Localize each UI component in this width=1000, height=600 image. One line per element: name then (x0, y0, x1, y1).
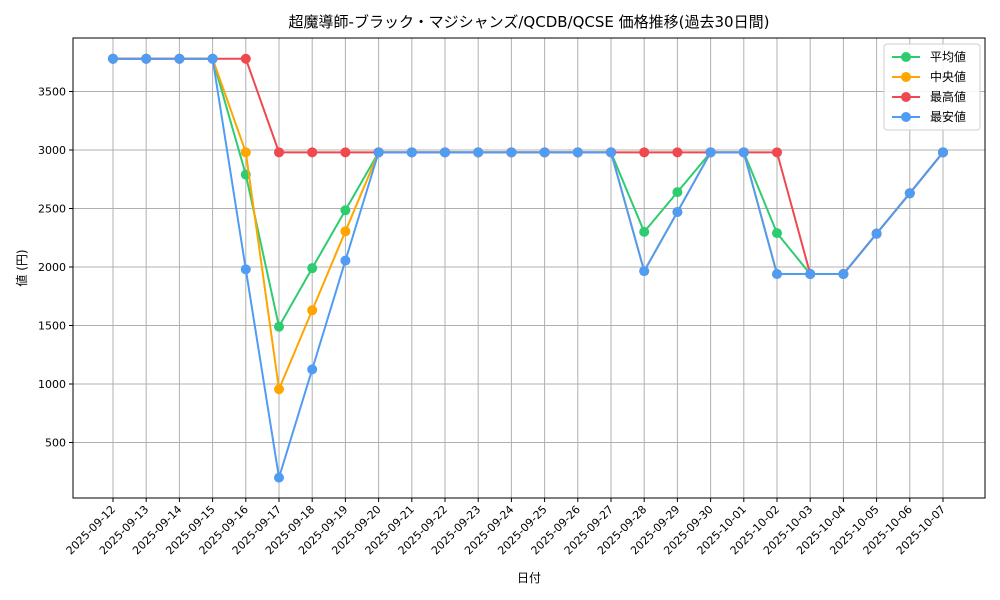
legend-label: 平均値 (930, 49, 966, 64)
data-point (174, 53, 185, 64)
data-point (274, 321, 284, 332)
y-tick-label: 3000 (38, 144, 66, 157)
y-tick-label: 1000 (38, 378, 66, 391)
data-point (108, 53, 118, 64)
data-point (307, 305, 318, 316)
data-point (672, 147, 683, 158)
data-point (539, 147, 550, 158)
data-point (705, 147, 716, 158)
series-最高値 (108, 53, 948, 280)
series-line (113, 57, 944, 330)
data-point (871, 228, 882, 239)
data-point (207, 53, 218, 64)
y-tick-label: 2000 (38, 261, 66, 274)
data-point (639, 266, 650, 277)
chart-title: 超魔導師-ブラック・マジシャンズ/QCDB/QCSE 価格推移(過去30日間) (289, 13, 770, 31)
data-point (307, 263, 318, 274)
data-point (738, 147, 749, 158)
data-point (672, 207, 683, 218)
data-point (274, 384, 284, 395)
y-tick-label: 2500 (38, 203, 66, 216)
data-point (141, 53, 152, 64)
data-point (373, 147, 384, 158)
data-point (340, 226, 351, 237)
data-point (805, 269, 816, 280)
series-中央値 (108, 53, 948, 395)
x-axis-label: 日付 (517, 571, 541, 585)
y-axis-label: 値 (円) (14, 249, 29, 286)
legend-box (883, 43, 981, 131)
data-point (639, 226, 650, 237)
x-axis-ticks: 2025-09-122025-09-132025-09-142025-09-15… (64, 498, 948, 557)
legend-label: 最安値 (930, 109, 966, 124)
data-point (274, 472, 284, 483)
data-point (240, 264, 251, 275)
data-point (672, 187, 683, 198)
data-point (772, 269, 782, 280)
data-point (240, 147, 251, 158)
legend-marker (901, 72, 911, 82)
y-axis-ticks: 500 1000 1500 2000 2500 3000 3500 (38, 86, 73, 450)
legend-marker (901, 52, 911, 62)
data-point (938, 147, 948, 158)
data-point (772, 228, 782, 239)
data-point (838, 269, 849, 280)
series-最安値 (108, 53, 948, 483)
y-tick-label: 3500 (38, 86, 66, 99)
data-point (274, 147, 284, 158)
data-point (772, 147, 782, 158)
series-lines (108, 53, 948, 483)
y-tick-label: 500 (45, 437, 66, 450)
legend-marker (901, 92, 911, 102)
series-line (113, 57, 944, 394)
data-point (340, 147, 351, 158)
data-point (639, 147, 650, 158)
data-point (340, 205, 351, 216)
legend-marker (901, 112, 911, 122)
data-point (606, 147, 616, 158)
data-point (506, 147, 517, 158)
data-point (240, 53, 251, 64)
legend-label: 最高値 (930, 89, 966, 104)
data-point (473, 147, 484, 158)
y-tick-label: 1500 (38, 320, 66, 333)
data-point (307, 147, 318, 158)
data-point (572, 147, 583, 158)
series-line (113, 57, 944, 478)
data-point (340, 255, 351, 266)
data-point (307, 364, 318, 375)
data-point (406, 147, 417, 158)
data-point (904, 188, 915, 199)
legend-label: 中央値 (930, 69, 966, 84)
plot-area-frame (72, 37, 986, 499)
data-point (440, 147, 450, 158)
